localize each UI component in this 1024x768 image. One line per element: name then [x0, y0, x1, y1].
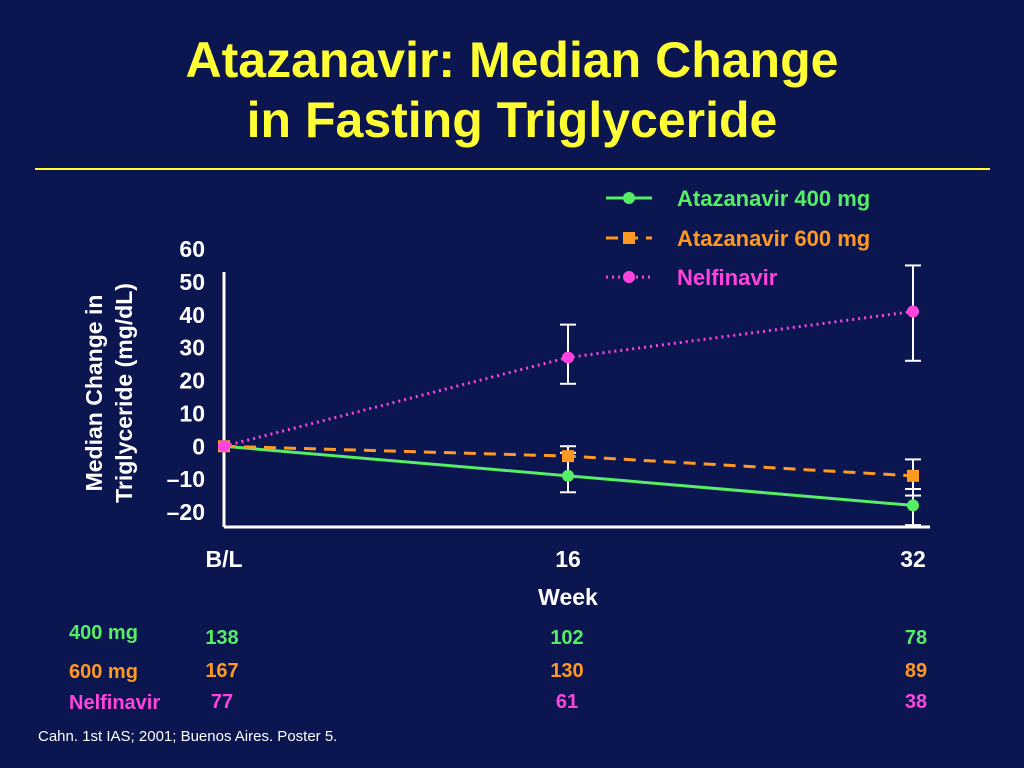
- count-cell: 102: [550, 627, 584, 649]
- y-axis-title-line1: Median Change in: [81, 295, 107, 492]
- chart-legend: Atazanavir 400 mg Atazanavir 600 mg Nelfin…: [606, 186, 870, 290]
- y-tick-label: 40: [179, 302, 205, 328]
- y-tick-label: 60: [179, 236, 205, 262]
- data-point: [907, 499, 919, 512]
- count-cell: 130: [550, 660, 584, 682]
- data-point: [907, 305, 919, 318]
- count-cell: 167: [205, 660, 239, 682]
- y-tick-label: –20: [167, 499, 205, 525]
- legend-swatch-marker: [623, 192, 635, 204]
- chart-series: [218, 264, 921, 527]
- count-cell: 78: [904, 627, 928, 649]
- legend-entry: Atazanavir 400 mg: [677, 186, 870, 211]
- data-point: [907, 469, 919, 482]
- y-tick-label: 10: [179, 400, 205, 426]
- data-point: [562, 469, 574, 482]
- x-axis-title: Week: [538, 584, 598, 610]
- y-tick-label: 30: [179, 335, 205, 361]
- x-tick-label: 16: [555, 546, 581, 572]
- x-tick-label: 32: [900, 546, 926, 572]
- series-1: [218, 440, 921, 497]
- legend-entry: Atazanavir 600 mg: [677, 226, 870, 251]
- count-cell: 77: [210, 691, 234, 713]
- x-tick-label: B/L: [205, 546, 242, 572]
- y-axis-title-line2: Triglyceride (mg/dL): [111, 283, 137, 503]
- count-cell: 138: [205, 627, 239, 649]
- y-tick-label: 0: [192, 433, 205, 459]
- slide-title-line2: in Fasting Triglyceride: [246, 92, 778, 148]
- slide-title-line1: Atazanavir: Median Change: [185, 32, 839, 88]
- chart-axes: 60 50 40 30 20 10 0 –10 –20B/L 16 32 Week Median Cha…: [81, 236, 930, 610]
- count-cell: 38: [904, 691, 928, 713]
- y-tick-label: 50: [179, 269, 205, 295]
- series-2: [218, 264, 921, 453]
- count-row-label: Nelfinavir: [69, 692, 161, 714]
- data-point: [562, 450, 574, 463]
- slide-title: Atazanavir: Median Change in Fasting Tri…: [0, 30, 1024, 150]
- data-point: [562, 351, 574, 364]
- count-row-label: 600 mg: [69, 661, 138, 683]
- y-tick-label: 20: [179, 368, 205, 394]
- data-point: [218, 440, 230, 453]
- legend-swatch-marker: [623, 271, 635, 283]
- count-cell: 89: [904, 660, 928, 682]
- count-cell: 61: [555, 691, 579, 713]
- legend-entry: Nelfinavir: [677, 265, 778, 290]
- citation: Cahn. 1st IAS; 2001; Buenos Aires. Poste…: [38, 728, 338, 745]
- legend-swatch-marker: [623, 232, 635, 244]
- title-divider: [35, 168, 990, 170]
- y-tick-label: –10: [167, 466, 205, 492]
- count-row-label: 400 mg: [69, 622, 138, 644]
